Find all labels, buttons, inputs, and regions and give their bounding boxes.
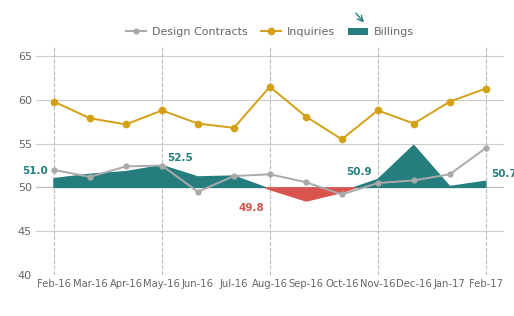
- Text: 52.5: 52.5: [168, 153, 193, 163]
- Text: 51.0: 51.0: [23, 166, 48, 176]
- Text: 50.9: 50.9: [346, 167, 372, 177]
- Text: 50.7: 50.7: [491, 168, 514, 179]
- Legend: Design Contracts, Inquiries, Billings: Design Contracts, Inquiries, Billings: [126, 27, 414, 37]
- Text: 49.8: 49.8: [238, 203, 264, 213]
